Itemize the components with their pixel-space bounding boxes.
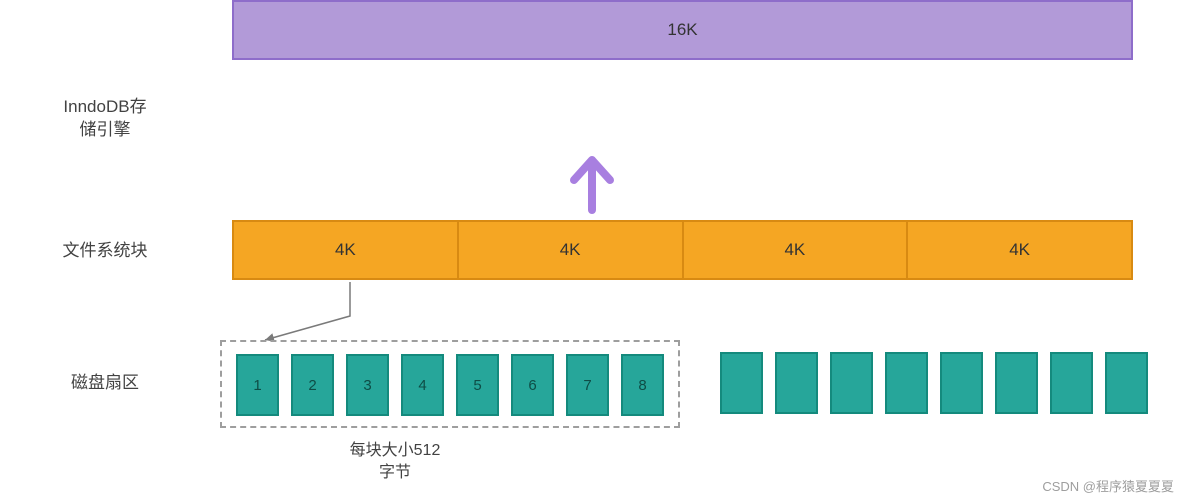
label-disk: 磁盘扇区 bbox=[0, 372, 210, 395]
disk-sector: 4 bbox=[401, 354, 444, 416]
disk-sector: 6 bbox=[511, 354, 554, 416]
disk-sector: 5 bbox=[456, 354, 499, 416]
fs-block: 4K bbox=[232, 220, 459, 280]
sector-group-dashed: 1 2 3 4 5 6 7 8 bbox=[220, 340, 680, 428]
disk-sector: 1 bbox=[236, 354, 279, 416]
disk-sector bbox=[1105, 352, 1148, 414]
fs-block: 4K bbox=[906, 220, 1133, 280]
disk-sector bbox=[720, 352, 763, 414]
label-fs: 文件系统块 bbox=[0, 240, 210, 263]
watermark: CSDN @程序猿夏夏夏 bbox=[1042, 476, 1174, 495]
disk-sector bbox=[830, 352, 873, 414]
label-innodb: InndoDB存储引擎 bbox=[0, 96, 210, 142]
disk-sector: 7 bbox=[566, 354, 609, 416]
label-innodb-l1: InndoDB存储引擎 bbox=[63, 97, 146, 139]
disk-sector: 8 bbox=[621, 354, 664, 416]
fs-block-row: 4K 4K 4K 4K bbox=[232, 220, 1133, 280]
arrow-up-icon bbox=[562, 152, 622, 212]
fs-block: 4K bbox=[682, 220, 909, 280]
fs-block: 4K bbox=[457, 220, 684, 280]
disk-sector bbox=[775, 352, 818, 414]
disk-sector: 2 bbox=[291, 354, 334, 416]
disk-sector bbox=[1050, 352, 1093, 414]
disk-sector bbox=[995, 352, 1038, 414]
innodb-page-size: 16K bbox=[667, 20, 697, 40]
disk-sector bbox=[885, 352, 928, 414]
caption-sector-size: 每块大小512 字节 bbox=[295, 440, 495, 483]
innodb-page-bar: 16K bbox=[232, 0, 1133, 60]
disk-sector: 3 bbox=[346, 354, 389, 416]
disk-sector bbox=[940, 352, 983, 414]
sector-group-plain bbox=[720, 352, 1148, 414]
